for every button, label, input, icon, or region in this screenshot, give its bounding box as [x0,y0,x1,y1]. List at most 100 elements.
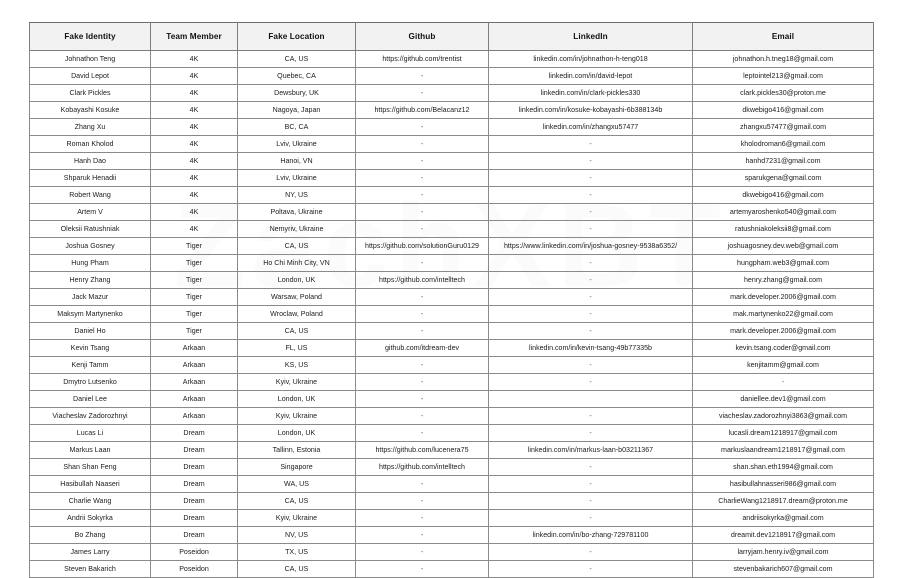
cell-location: London, UK [237,271,356,289]
cell-identity: Zhang Xu [29,118,151,136]
cell-location: TX, US [237,543,356,561]
cell-linkedin: linkedin.com/in/markus-laan-b03211367 [488,441,693,459]
cell-email: kevin.tsang.coder@gmail.com [692,339,874,357]
cell-github: - [355,169,489,187]
table-row: Charlie Wang Dream CA, US - - CharlieWang1218… [29,492,874,510]
table-row: Clark Pickles 4K Dewsbury, UK - linkedin.com… [29,84,874,102]
cell-team: 4K [150,169,238,187]
cell-github: - [355,509,489,527]
cell-identity: Daniel Lee [29,390,151,408]
cell-github: - [355,118,489,136]
cell-github: https://github.com/lucenera75 [355,441,489,459]
cell-email: CharlieWang1218917.dream@proton.me [692,492,874,510]
fake-identity-table-container: Fake Identity Team Member Fake Location … [29,22,874,578]
table-row: Daniel Ho Tiger CA, US - - mark.developer.200… [29,322,874,340]
cell-location: NY, US [237,186,356,204]
cell-identity: James Larry [29,543,151,561]
table-row: Henry Zhang Tiger London, UK https://github… [29,271,874,289]
cell-identity: Kenji Tamm [29,356,151,374]
column-header-github: Github [355,22,489,51]
cell-identity: Kevin Tsang [29,339,151,357]
cell-linkedin: linkedin.com/in/bo-zhang-729781100 [488,526,693,544]
cell-email: markuslaandream1218917@gmail.com [692,441,874,459]
cell-location: Tallinn, Estonia [237,441,356,459]
cell-email: mak.martynenko22@gmail.com [692,305,874,323]
cell-identity: Oleksii Ratushniak [29,220,151,238]
cell-team: 4K [150,135,238,153]
cell-email: hasibullahnasseri986@gmail.com [692,475,874,493]
cell-linkedin [488,390,693,408]
cell-github: - [355,560,489,578]
cell-team: Dream [150,526,238,544]
cell-linkedin: - [488,254,693,272]
cell-location: Ho Chi Minh City, VN [237,254,356,272]
cell-identity: Charlie Wang [29,492,151,510]
cell-location: Kyiv, Ukraine [237,373,356,391]
cell-team: Tiger [150,305,238,323]
cell-email: viacheslav.zadorozhnyi3863@gmail.com [692,407,874,425]
table-row: Roman Kholod 4K Lviv, Ukraine - - kholodroman… [29,135,874,153]
cell-linkedin: linkedin.com/in/kosuke-kobayashi-6b38813… [488,101,693,119]
cell-email: - [692,373,874,391]
cell-github: - [355,220,489,238]
cell-identity: Jack Mazur [29,288,151,306]
cell-team: Arkaan [150,339,238,357]
cell-email: sparukgena@gmail.com [692,169,874,187]
table-row: Oleksii Ratushniak 4K Nemyriv, Ukraine - - ra… [29,220,874,238]
table-row: Maksym Martynenko Tiger Wroclaw, Poland - - m… [29,305,874,323]
table-row: Zhang Xu 4K BC, CA - linkedin.com/in/zhangxu… [29,118,874,136]
column-header-linkedin: LinkedIn [488,22,693,51]
cell-linkedin: linkedin.com/in/zhangxu57477 [488,118,693,136]
cell-github: - [355,135,489,153]
cell-location: CA, US [237,560,356,578]
cell-location: Kyiv, Ukraine [237,407,356,425]
table-row: Kenji Tamm Arkaan KS, US - - kenjitamm@gmail.… [29,356,874,374]
cell-email: dkwebigo416@gmail.com [692,101,874,119]
column-header-fake-location: Fake Location [237,22,356,51]
table-body: Johnathon Teng 4K CA, US https://github.com… [29,50,874,578]
cell-identity: Johnathon Teng [29,50,151,68]
table-row: Steven Bakarich Poseidon CA, US - - stevenbak… [29,560,874,578]
cell-github: - [355,186,489,204]
cell-location: Lviv, Ukraine [237,135,356,153]
cell-identity: Lucas Li [29,424,151,442]
cell-location: CA, US [237,237,356,255]
cell-linkedin: linkedin.com/in/clark-pickles330 [488,84,693,102]
cell-location: CA, US [237,322,356,340]
cell-linkedin: linkedin.com/in/david-lepot [488,67,693,85]
cell-github: - [355,254,489,272]
cell-github: github.com/itdream-dev [355,339,489,357]
cell-identity: Maksym Martynenko [29,305,151,323]
cell-email: mark.developer.2006@gmail.com [692,322,874,340]
cell-team: Tiger [150,271,238,289]
cell-github: - [355,84,489,102]
table-row: Bo Zhang Dream NV, US - linkedin.com/in/bo-z… [29,526,874,544]
cell-location: Warsaw, Poland [237,288,356,306]
cell-email: shan.shan.eth1994@gmail.com [692,458,874,476]
cell-identity: Artem V [29,203,151,221]
cell-email: kenjitamm@gmail.com [692,356,874,374]
cell-linkedin: - [488,186,693,204]
cell-email: lucasli.dream1218917@gmail.com [692,424,874,442]
cell-identity: Robert Wang [29,186,151,204]
cell-team: Poseidon [150,543,238,561]
table-row: Viacheslav Zadorozhnyi Arkaan Kyiv, Ukrain… [29,407,874,425]
cell-location: London, UK [237,390,356,408]
cell-email: artemyaroshenko540@gmail.com [692,203,874,221]
cell-location: Dewsbury, UK [237,84,356,102]
cell-identity: Bo Zhang [29,526,151,544]
cell-team: Arkaan [150,407,238,425]
cell-location: Poltava, Ukraine [237,203,356,221]
cell-location: NV, US [237,526,356,544]
cell-location: KS, US [237,356,356,374]
cell-github: https://github.com/intelltech [355,458,489,476]
cell-email: andriisokyrka@gmail.com [692,509,874,527]
cell-github: - [355,390,489,408]
cell-linkedin: - [488,203,693,221]
table-row: Johnathon Teng 4K CA, US https://github.com… [29,50,874,68]
cell-linkedin: - [488,424,693,442]
cell-github: https://github.com/intelltech [355,271,489,289]
cell-team: Dream [150,458,238,476]
cell-email: hungpham.web3@gmail.com [692,254,874,272]
cell-team: Tiger [150,322,238,340]
